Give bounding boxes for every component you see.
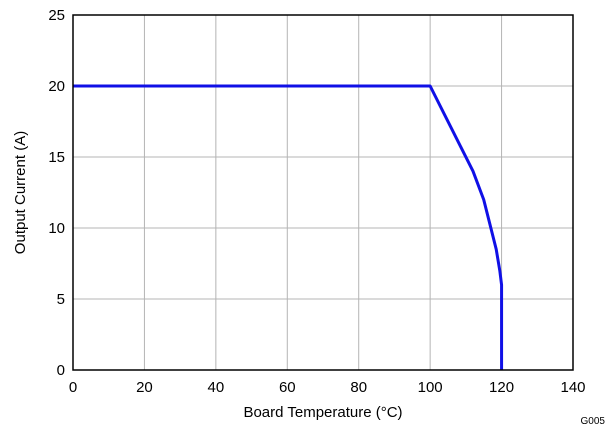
plot-frame bbox=[72, 14, 574, 371]
y-tick-label: 15 bbox=[48, 149, 65, 166]
y-tick-label: 20 bbox=[48, 78, 65, 95]
y-tick-labels: 0 5 10 15 20 25 bbox=[48, 7, 65, 379]
x-tick-label: 100 bbox=[418, 379, 443, 396]
x-tick-label: 60 bbox=[279, 379, 296, 396]
series-layer bbox=[73, 84, 504, 370]
y-tick-label: 0 bbox=[57, 362, 65, 379]
x-tick-label: 120 bbox=[489, 379, 514, 396]
x-tick-label: 80 bbox=[350, 379, 367, 396]
x-tick-label: 20 bbox=[136, 379, 153, 396]
y-axis-label: Output Current (A) bbox=[12, 131, 29, 254]
grid-lines bbox=[72, 14, 574, 371]
x-tick-label: 40 bbox=[208, 379, 225, 396]
y-tick-label: 10 bbox=[48, 220, 65, 237]
x-tick-label: 0 bbox=[69, 379, 77, 396]
x-tick-labels: 0 20 40 60 80 100 120 140 bbox=[69, 379, 586, 396]
x-tick-label: 140 bbox=[560, 379, 585, 396]
x-axis-label: Board Temperature (°C) bbox=[243, 404, 402, 421]
series-line bbox=[73, 84, 504, 370]
y-tick-label: 25 bbox=[48, 7, 65, 24]
y-tick-label: 5 bbox=[57, 291, 65, 308]
figure-id: G005 bbox=[581, 416, 606, 427]
